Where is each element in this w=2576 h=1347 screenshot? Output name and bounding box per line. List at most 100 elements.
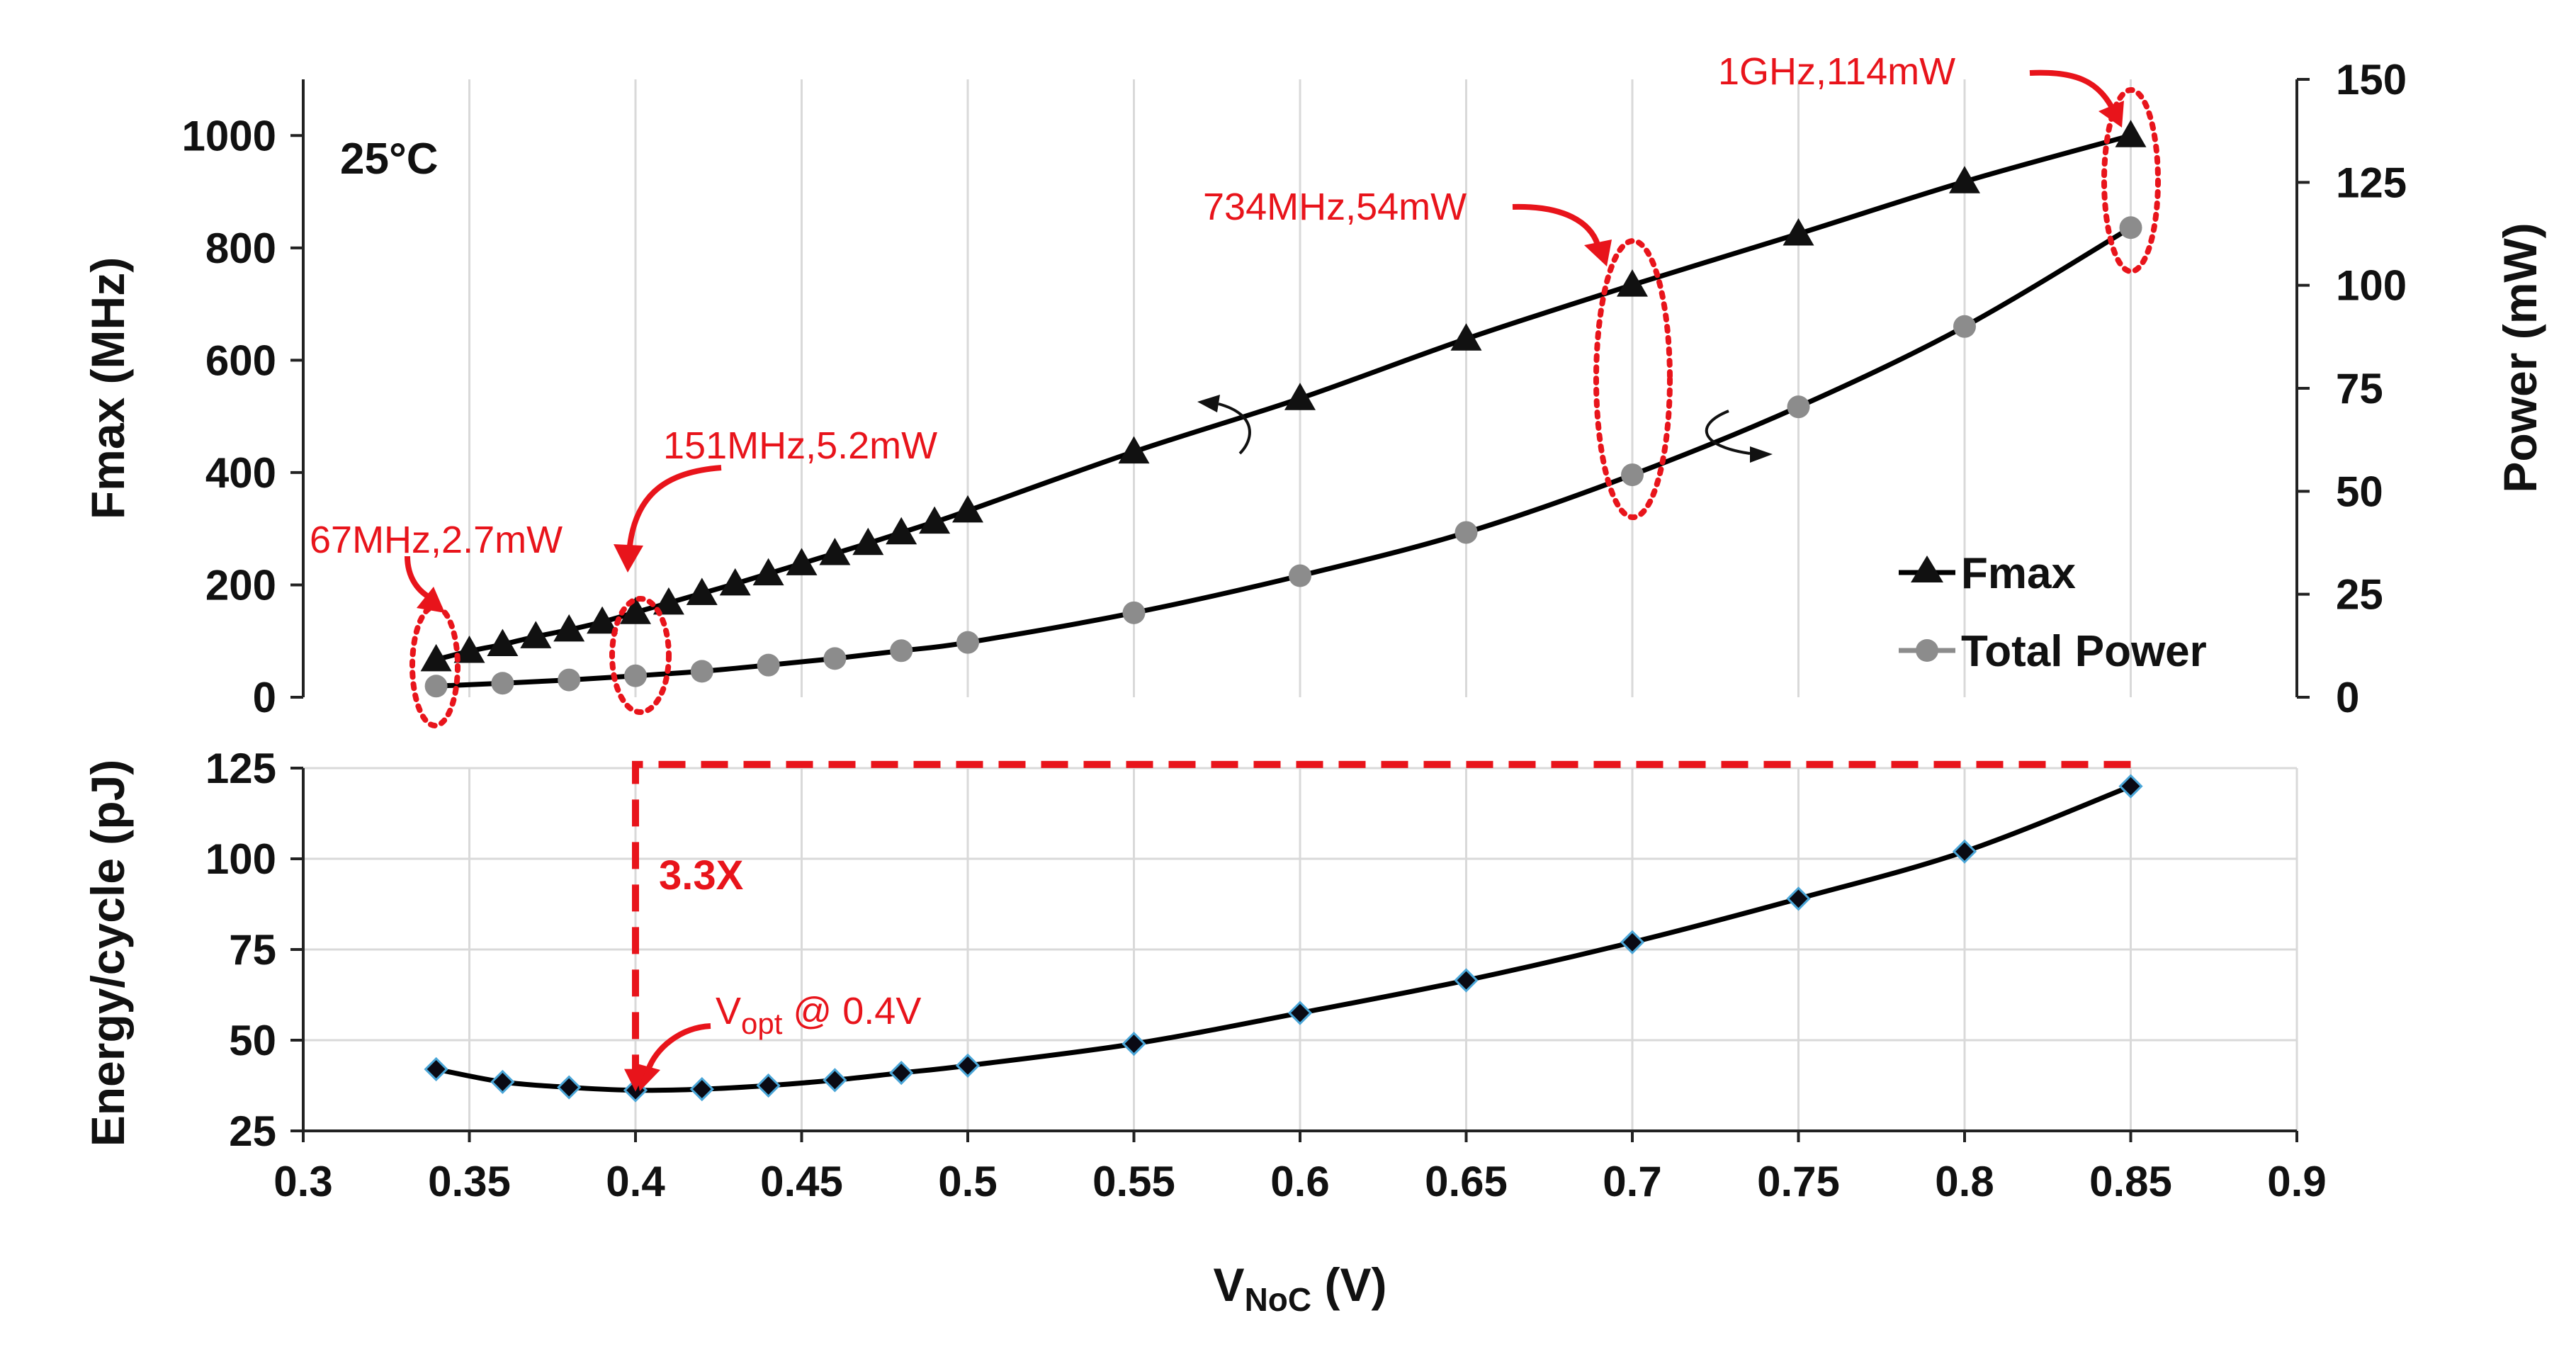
fmax-point (819, 538, 851, 565)
x-tick-label: 0.4 (606, 1158, 665, 1205)
energy-point (689, 1076, 714, 1102)
top-left-tick-label: 400 (205, 449, 276, 497)
top-left-tick-label: 200 (205, 561, 276, 609)
power-point (624, 664, 647, 687)
arrow-vopt (645, 1023, 711, 1071)
arrow-1ghz (2029, 69, 2114, 108)
energy-point (490, 1069, 515, 1095)
arrow-151mhz-head (614, 544, 643, 573)
bottom-y-axis-title: Energy/cycle (pJ) (81, 760, 134, 1147)
legend-power-label: Total Power (1961, 627, 2207, 676)
vopt-label-subscript: opt (741, 1007, 783, 1040)
x-tick-label: 0.5 (938, 1158, 997, 1205)
power-point (424, 675, 448, 698)
top-right-tick-label: 100 (2336, 262, 2407, 310)
fmax-point (1617, 269, 1648, 297)
x-axis-title-unit: (V) (1311, 1258, 1386, 1311)
power-point (956, 631, 979, 654)
x-tick-label: 0.85 (2089, 1158, 2172, 1205)
x-tick-label: 0.7 (1603, 1158, 1661, 1205)
right-axis-title: Power (mW) (2494, 222, 2546, 492)
x-tick-label: 0.35 (428, 1158, 511, 1205)
fmax-point (653, 587, 684, 615)
energy-markers (424, 774, 2143, 1103)
energy-point (1454, 968, 1479, 993)
vopt-label: Vopt @ 0.4V (716, 990, 921, 1040)
arrow-151mhz (626, 465, 722, 553)
top-left-tick-label: 600 (205, 337, 276, 384)
fmax-point (620, 597, 651, 624)
x-tick-label: 0.45 (760, 1158, 843, 1205)
bottom-left-tick-label: 25 (229, 1108, 276, 1155)
bottom-left-axis-ticks: 25 50 75 100 125 (205, 745, 303, 1155)
x-tick-label: 0.75 (1757, 1158, 1840, 1205)
annotation-151mhz: 151MHz,5.2mW (663, 424, 937, 467)
power-point (1289, 564, 1311, 587)
legend: Fmax Total Power (1899, 549, 2207, 676)
x-axis-title-main: V (1214, 1258, 1245, 1311)
x-tick-label: 0.65 (1425, 1158, 1508, 1205)
power-point (1621, 463, 1644, 487)
fmax-point (553, 614, 585, 642)
power-axis-indicator-arrowhead (1750, 446, 1773, 463)
legend-power-marker (1916, 639, 1938, 662)
power-point (1787, 395, 1810, 419)
top-right-tick-label: 25 (2336, 571, 2383, 619)
x-axis-title-subscript: NoC (1245, 1281, 1312, 1318)
power-point (491, 672, 514, 695)
x-tick-label: 0.3 (273, 1158, 332, 1205)
power-point (1953, 315, 1976, 338)
top-right-tick-label: 150 (2336, 56, 2407, 103)
power-point (823, 647, 847, 670)
power-point (558, 668, 581, 692)
energy-point (1786, 886, 1811, 911)
fmax-point (1450, 323, 1482, 351)
annotation-67mhz: 67MHz,2.7mW (310, 519, 563, 561)
power-point (757, 653, 780, 677)
top-right-tick-label: 125 (2336, 159, 2407, 206)
x-tick-label: 0.9 (2267, 1158, 2326, 1205)
fmax-point (2115, 120, 2147, 147)
power-point (1454, 521, 1478, 544)
vopt-label-rest: @ 0.4V (782, 990, 921, 1032)
energy-point (1287, 1001, 1313, 1025)
highlight-734mhz (1593, 238, 1673, 520)
top-left-tick-label: 800 (205, 225, 276, 272)
power-point (690, 660, 713, 683)
power-point (1122, 601, 1146, 624)
ratio-arrowhead (624, 1069, 647, 1092)
energy-point (955, 1053, 981, 1078)
energy-point (1620, 930, 1645, 954)
power-axis-indicator-arrow (1705, 410, 1751, 455)
legend-fmax-marker (1911, 556, 1943, 582)
arrow-1ghz-head (2098, 101, 2124, 128)
energy-point (424, 1056, 448, 1082)
fmax-point (1783, 218, 1814, 246)
x-tick-label: 0.8 (1935, 1158, 1994, 1205)
fmax-point (952, 495, 983, 523)
top-left-axis-ticks: 0 200 400 600 800 1000 (182, 112, 303, 721)
fmax-point (1284, 383, 1316, 410)
annotation-1ghz: 1GHz,114mW (1718, 50, 1955, 93)
fmax-point (886, 517, 917, 545)
highlight-151mhz (609, 596, 672, 715)
left-axis-title: Fmax (MHz) (81, 257, 134, 519)
x-axis-ticks: 0.3 0.35 0.4 0.45 0.5 0.55 0.6 0.65 0.7 0.75 0.8 0.… (273, 1131, 2327, 1205)
bottom-left-tick-label: 100 (205, 835, 276, 883)
highlight-1ghz (2101, 87, 2161, 274)
fmax-point (686, 577, 718, 605)
energy-point (1952, 839, 1977, 864)
arrow-734mhz-head (1584, 239, 1612, 266)
fmax-point (453, 635, 485, 663)
fmax-point (487, 629, 519, 656)
temperature-label: 25°C (340, 135, 439, 184)
top-right-tick-label: 75 (2336, 365, 2383, 412)
x-axis-title: VNoC (V) (1214, 1258, 1387, 1318)
fmax-point (719, 568, 751, 596)
top-left-tick-label: 0 (253, 674, 276, 721)
fmax-point (520, 621, 552, 648)
bottom-left-tick-label: 50 (229, 1017, 276, 1064)
total-power-markers (424, 216, 2142, 698)
power-point (2119, 216, 2142, 239)
